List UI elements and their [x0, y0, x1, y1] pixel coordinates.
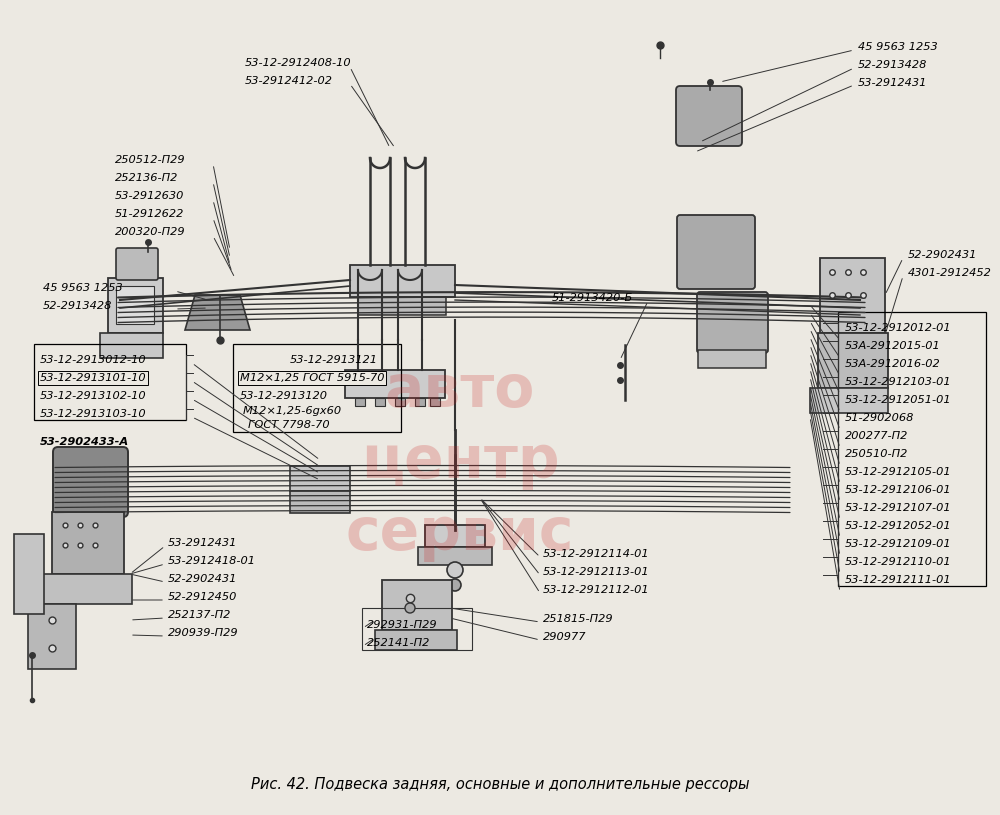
Text: 53-12-2913120: 53-12-2913120	[240, 391, 328, 401]
Text: 53А-2912015-01: 53А-2912015-01	[845, 341, 941, 351]
Text: 53-12-2912113-01: 53-12-2912113-01	[543, 567, 650, 577]
FancyBboxPatch shape	[375, 398, 385, 406]
Text: 200320-П29: 200320-П29	[115, 227, 186, 237]
Text: 53-2912418-01: 53-2912418-01	[168, 556, 256, 566]
Text: 4301-2912452: 4301-2912452	[908, 268, 992, 278]
Circle shape	[405, 603, 415, 613]
Text: 53-2912431: 53-2912431	[858, 78, 927, 88]
Text: Рис. 42. Подвеска задняя, основные и дополнительные рессоры: Рис. 42. Подвеска задняя, основные и доп…	[251, 778, 749, 792]
Text: 52-2902431: 52-2902431	[168, 574, 237, 584]
Text: 252136-П2: 252136-П2	[115, 173, 178, 183]
FancyBboxPatch shape	[698, 350, 766, 368]
FancyBboxPatch shape	[14, 534, 44, 614]
Text: 290977: 290977	[543, 632, 586, 642]
FancyBboxPatch shape	[820, 258, 885, 333]
Text: 52-2913428: 52-2913428	[858, 60, 927, 70]
Text: сервис: сервис	[346, 505, 574, 562]
FancyBboxPatch shape	[290, 491, 350, 513]
Text: 53-2912431: 53-2912431	[168, 538, 237, 548]
Text: 251815-П29: 251815-П29	[543, 614, 614, 624]
Text: 53-12-2912112-01: 53-12-2912112-01	[543, 585, 650, 595]
Text: 53А-2912016-02: 53А-2912016-02	[845, 359, 941, 369]
FancyBboxPatch shape	[425, 525, 485, 547]
Text: 53-2912412-02: 53-2912412-02	[245, 76, 333, 86]
Text: 250510-П2: 250510-П2	[845, 449, 908, 459]
FancyBboxPatch shape	[415, 398, 425, 406]
Text: 53-12-2912114-01: 53-12-2912114-01	[543, 549, 650, 559]
Text: 51-2912622: 51-2912622	[115, 209, 184, 219]
Text: 250512-П29: 250512-П29	[115, 155, 186, 165]
Text: 252141-П2: 252141-П2	[367, 638, 430, 648]
FancyBboxPatch shape	[350, 265, 455, 297]
FancyBboxPatch shape	[358, 297, 446, 315]
FancyBboxPatch shape	[677, 215, 755, 289]
Text: 252137-П2: 252137-П2	[168, 610, 231, 620]
FancyBboxPatch shape	[345, 370, 445, 398]
Text: 51-2913420-Б: 51-2913420-Б	[552, 293, 633, 303]
FancyBboxPatch shape	[53, 447, 128, 517]
FancyBboxPatch shape	[818, 333, 888, 388]
FancyBboxPatch shape	[395, 398, 405, 406]
Text: 290939-П29: 290939-П29	[168, 628, 239, 638]
FancyBboxPatch shape	[810, 388, 888, 413]
Text: 53-12-2912110-01: 53-12-2912110-01	[845, 557, 952, 567]
FancyBboxPatch shape	[116, 248, 158, 280]
Text: 51-2902068: 51-2902068	[845, 413, 914, 423]
FancyBboxPatch shape	[382, 580, 452, 630]
Text: 53-12-2913102-10: 53-12-2913102-10	[40, 391, 147, 401]
Text: 53-2902433-А: 53-2902433-А	[40, 437, 129, 447]
Text: М12×1,25 ГОСТ 5915-70: М12×1,25 ГОСТ 5915-70	[240, 373, 384, 383]
FancyBboxPatch shape	[28, 604, 76, 669]
Text: 53-12-2912408-10: 53-12-2912408-10	[245, 58, 352, 68]
FancyBboxPatch shape	[676, 86, 742, 146]
Text: 53-12-2912111-01: 53-12-2912111-01	[845, 575, 952, 585]
FancyBboxPatch shape	[116, 286, 154, 324]
Text: авто: авто	[385, 362, 535, 418]
Polygon shape	[185, 295, 250, 330]
Circle shape	[449, 579, 461, 591]
Text: 53-12-2913012-10: 53-12-2913012-10	[40, 355, 147, 365]
Text: ГОСТ 7798-70: ГОСТ 7798-70	[248, 420, 330, 430]
FancyBboxPatch shape	[375, 630, 457, 650]
FancyBboxPatch shape	[108, 278, 163, 333]
Text: 53-2912630: 53-2912630	[115, 191, 184, 201]
Text: 292931-П29: 292931-П29	[367, 620, 438, 630]
Text: 53-12-2912052-01: 53-12-2912052-01	[845, 521, 952, 531]
Text: 200277-П2: 200277-П2	[845, 431, 908, 441]
FancyBboxPatch shape	[52, 512, 124, 574]
Text: 45 9563 1253: 45 9563 1253	[858, 42, 938, 52]
Text: 53-12-2912103-01: 53-12-2912103-01	[845, 377, 952, 387]
FancyBboxPatch shape	[100, 333, 163, 358]
Text: 45 9563 1253: 45 9563 1253	[43, 283, 123, 293]
Text: 53-12-2912012-01: 53-12-2912012-01	[845, 323, 952, 333]
Text: центр: центр	[361, 434, 559, 491]
Text: 53-12-2912109-01: 53-12-2912109-01	[845, 539, 952, 549]
Text: 53-12-2912105-01: 53-12-2912105-01	[845, 467, 952, 477]
Text: 53-12-2913121: 53-12-2913121	[290, 355, 378, 365]
FancyBboxPatch shape	[418, 547, 492, 565]
Text: 52-2912450: 52-2912450	[168, 592, 237, 602]
FancyBboxPatch shape	[355, 398, 365, 406]
Text: 53-12-2912106-01: 53-12-2912106-01	[845, 485, 952, 495]
FancyBboxPatch shape	[42, 574, 132, 604]
FancyBboxPatch shape	[290, 466, 350, 491]
Circle shape	[447, 562, 463, 578]
Text: М12×1,25-6gх60: М12×1,25-6gх60	[243, 406, 342, 416]
Text: 52-2913428: 52-2913428	[43, 301, 112, 311]
Text: 53-12-2912107-01: 53-12-2912107-01	[845, 503, 952, 513]
FancyBboxPatch shape	[430, 398, 440, 406]
Text: 53-12-2912051-01: 53-12-2912051-01	[845, 395, 952, 405]
FancyBboxPatch shape	[697, 292, 768, 353]
Text: 52-2902431: 52-2902431	[908, 250, 977, 260]
Text: 53-12-2913101-10: 53-12-2913101-10	[40, 373, 147, 383]
Text: 53-12-2913103-10: 53-12-2913103-10	[40, 409, 147, 419]
